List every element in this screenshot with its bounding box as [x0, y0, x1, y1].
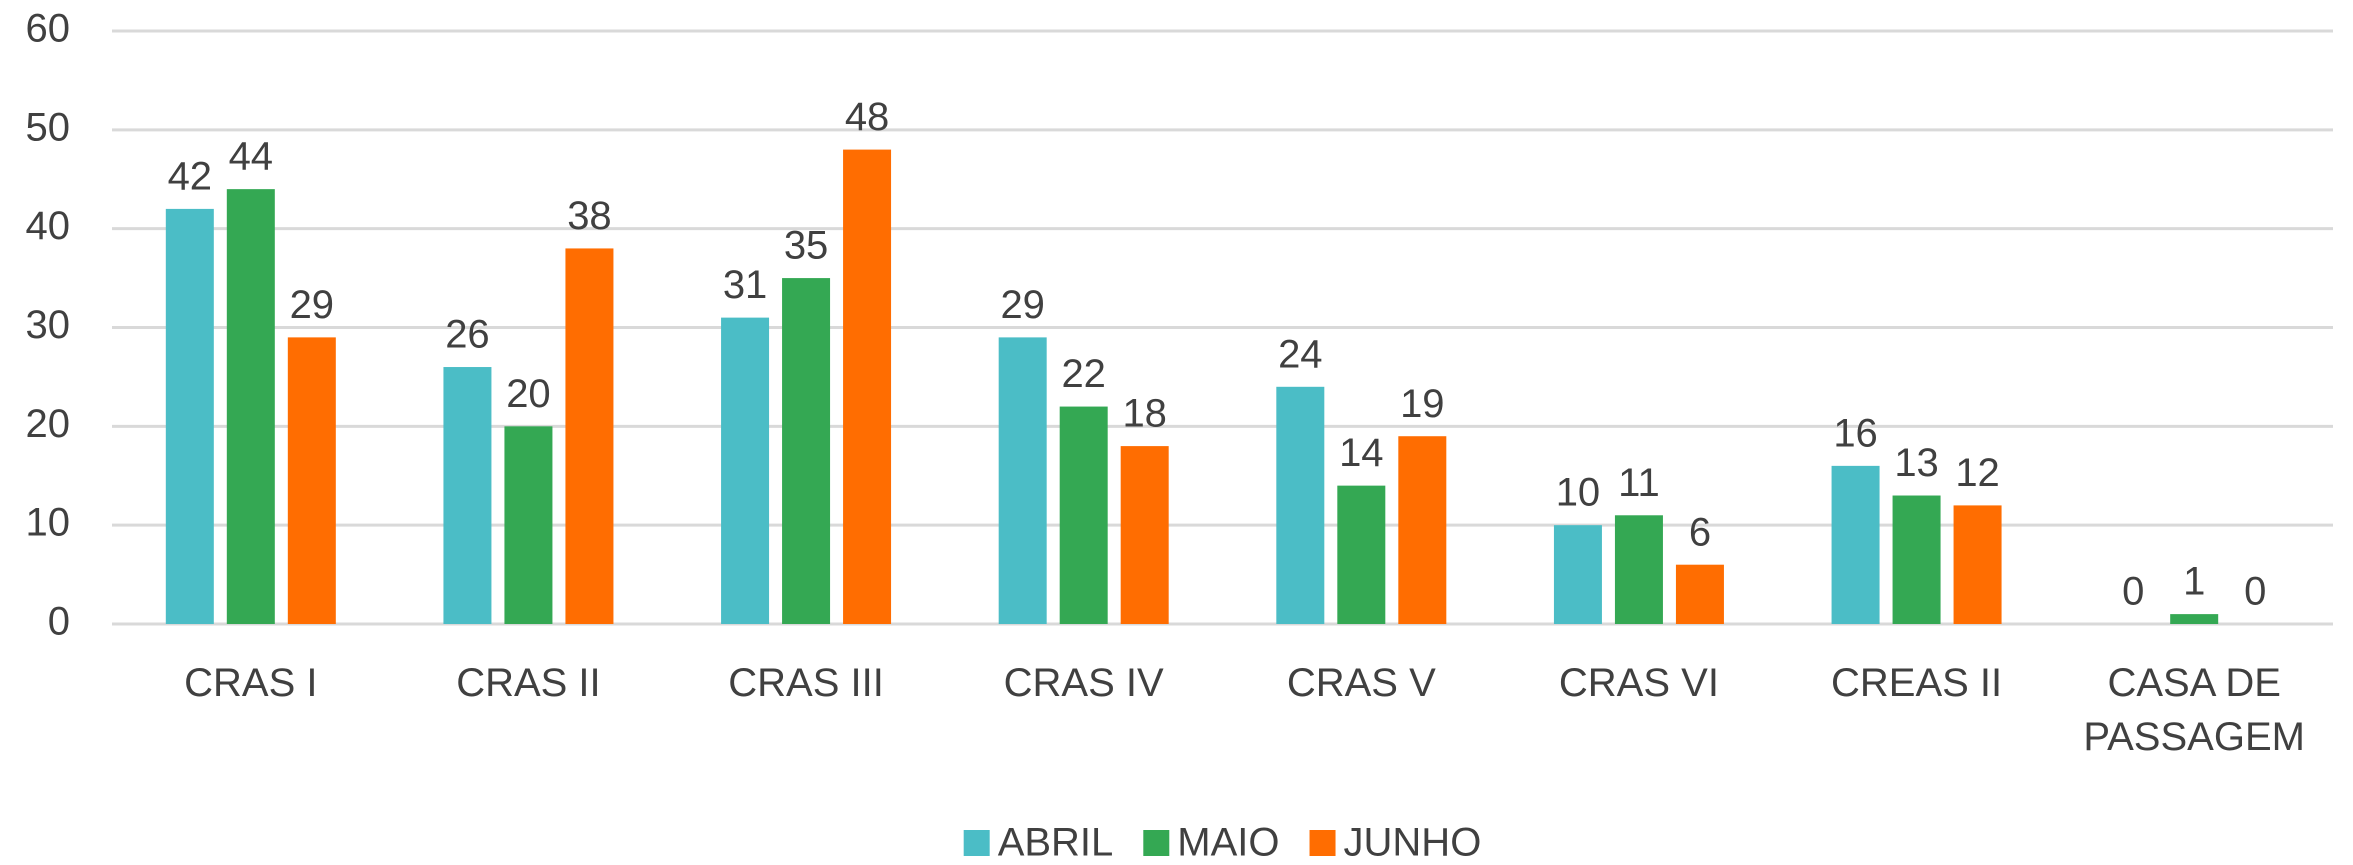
data-label: 13 — [1894, 441, 1939, 485]
x-tick-label-box: CRAS IV — [1003, 661, 1164, 705]
data-label: 44 — [229, 135, 274, 179]
legend-label: JUNHO — [1344, 821, 1482, 865]
bar — [1337, 485, 1386, 624]
x-tick-label-box: CASA DE PASSAGEM — [2083, 661, 2305, 759]
bar — [1614, 515, 1663, 624]
data-label: 35 — [784, 224, 829, 268]
y-tick-label: 60 — [26, 7, 71, 51]
data-label: 6 — [1689, 510, 1711, 554]
legend-label: ABRIL — [998, 821, 1114, 865]
x-tick-label-box: CREAS II — [1830, 661, 2003, 705]
bar — [1953, 505, 2002, 624]
data-label: 19 — [1400, 382, 1445, 426]
data-label: 42 — [168, 154, 213, 198]
x-tick-label-box: CRAS V — [1286, 661, 1436, 705]
bar — [1398, 436, 1447, 624]
bar — [1553, 525, 1602, 624]
bar — [1831, 465, 1880, 624]
x-tick-label: CRAS V — [1286, 661, 1436, 705]
x-tick-label: CRAS IV — [1003, 661, 1164, 705]
legend-swatch — [1143, 830, 1170, 856]
bar — [226, 189, 275, 624]
y-tick-label: 30 — [26, 303, 71, 347]
bar — [1059, 406, 1108, 624]
y-tick-label: 0 — [48, 600, 70, 644]
bar — [287, 337, 336, 624]
data-label: 0 — [2122, 570, 2144, 614]
legend-swatch — [963, 830, 990, 856]
bar — [165, 208, 214, 624]
legend-label: MAIO — [1177, 821, 1279, 865]
x-tick-label-box: CRAS I — [184, 661, 318, 705]
bar — [2170, 614, 2219, 624]
data-label: 18 — [1122, 392, 1167, 436]
x-tick-label: CRAS III — [728, 661, 884, 705]
data-label: 14 — [1339, 431, 1384, 475]
bar — [1276, 386, 1325, 624]
x-tick-label: CREAS II — [1830, 661, 2003, 705]
data-label: 26 — [445, 313, 490, 357]
bar — [843, 149, 892, 624]
data-label: 29 — [1000, 283, 1045, 327]
bar — [1675, 564, 1724, 624]
data-label: 22 — [1061, 352, 1106, 396]
bar — [1892, 495, 1941, 624]
y-tick-label: 10 — [26, 501, 71, 545]
x-tick-label: CRAS II — [456, 661, 601, 705]
data-label: 1 — [2183, 560, 2205, 604]
data-label: 48 — [845, 95, 890, 139]
data-label: 31 — [723, 263, 768, 307]
data-label: 38 — [567, 194, 612, 238]
x-tick-label: CRAS VI — [1558, 661, 1719, 705]
data-label: 10 — [1556, 471, 1601, 515]
data-label: 16 — [1833, 411, 1878, 455]
data-label: 0 — [2244, 570, 2266, 614]
legend-swatch — [1309, 830, 1336, 856]
bar — [1120, 446, 1169, 624]
bar — [721, 317, 770, 624]
x-tick-label-box: CRAS III — [728, 661, 884, 705]
y-tick-label: 40 — [26, 204, 71, 248]
x-tick-label-box: CRAS II — [456, 661, 601, 705]
x-tick-label-box: CRAS VI — [1558, 661, 1719, 705]
x-tick-label: CASA DE PASSAGEM — [2083, 661, 2305, 759]
bar — [443, 367, 492, 624]
data-label: 20 — [506, 372, 551, 416]
data-label: 12 — [1955, 451, 2000, 495]
y-tick-label: 20 — [26, 402, 71, 446]
bar — [998, 337, 1047, 624]
data-label: 29 — [290, 283, 335, 327]
bar — [504, 426, 553, 624]
data-label: 24 — [1278, 332, 1323, 376]
bar — [565, 248, 614, 624]
x-tick-label: CRAS I — [184, 661, 318, 705]
y-tick-label: 50 — [26, 105, 71, 149]
data-label: 11 — [1618, 461, 1660, 505]
bar — [782, 278, 831, 624]
